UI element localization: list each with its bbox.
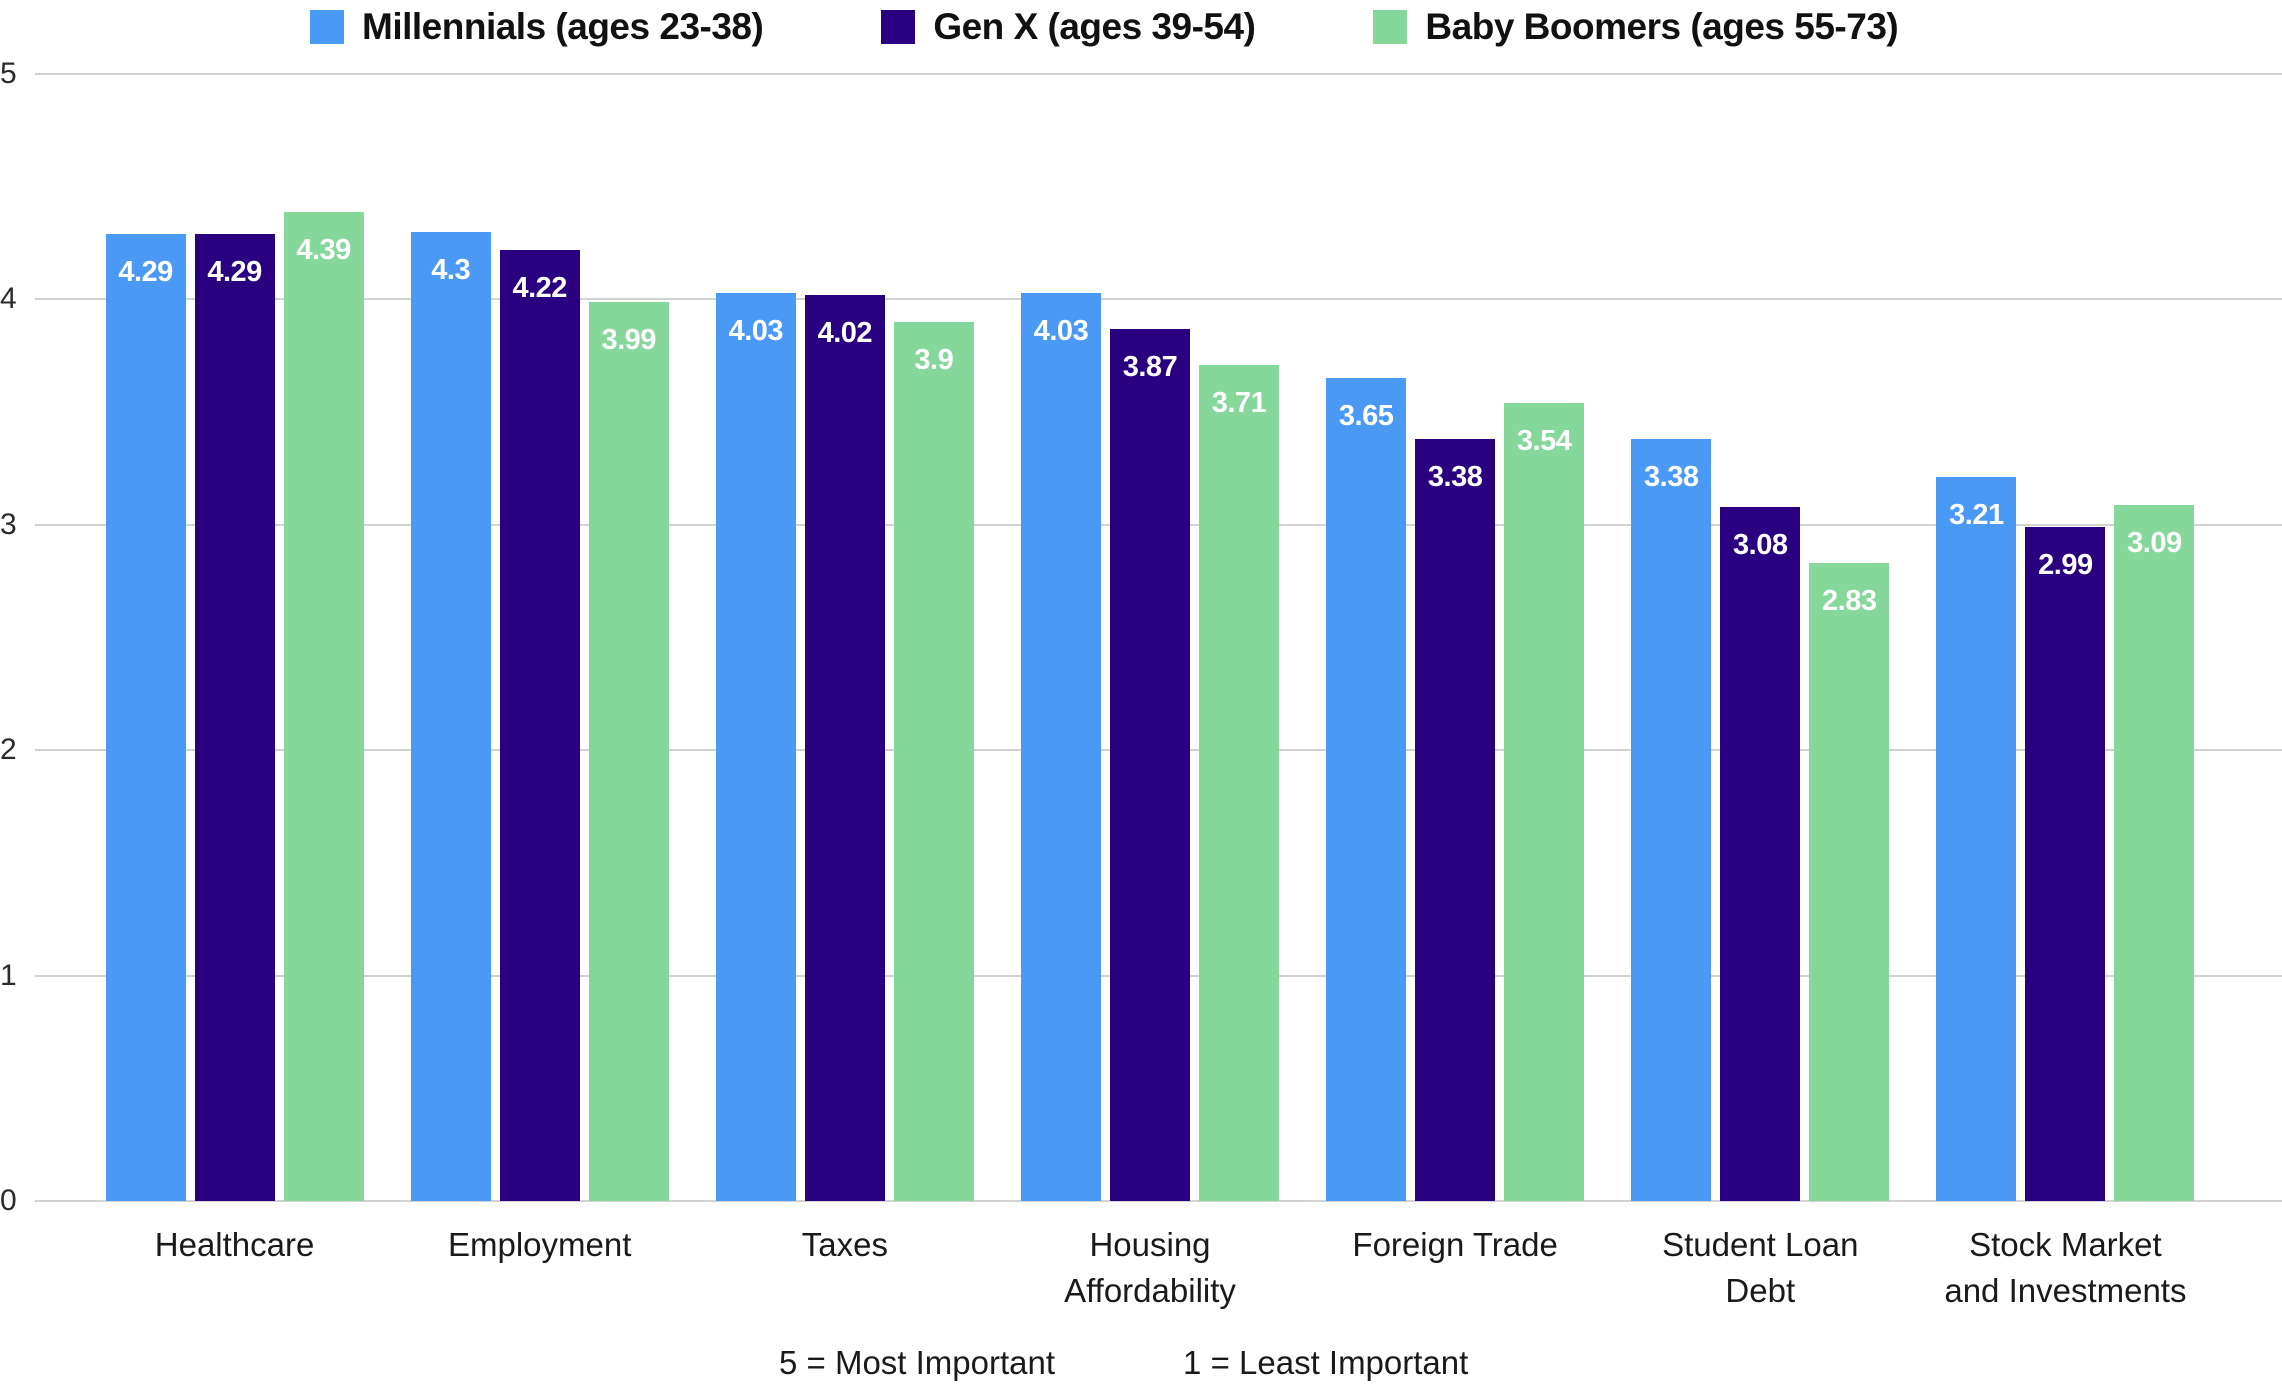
- y-tick-label-4: 4: [0, 282, 17, 316]
- bar-6-series-2: 3.09: [2114, 504, 2195, 1201]
- x-axis-label-line: Healthcare: [154, 1226, 315, 1263]
- x-axis-label-2: Taxes: [692, 1222, 997, 1314]
- gridline-y4: [35, 298, 2282, 301]
- y-tick-label-5: 5: [0, 57, 17, 90]
- bar-value-label: 3.08: [1733, 528, 1788, 561]
- bar-value-label: 3.54: [1516, 425, 1572, 458]
- bar-value-label: 4.03: [1033, 314, 1089, 347]
- gridline-y0: [35, 1200, 2282, 1202]
- bar-value-label: 3.38: [1427, 461, 1483, 494]
- bar-group-0: 4.29 4.29 4.39: [82, 74, 387, 1201]
- legend-label: Millennials (ages 23-38): [362, 6, 764, 47]
- y-tick-label-2: 2: [0, 733, 17, 767]
- bar-1-series-2: 3.99: [588, 301, 669, 1201]
- bar-value-label: 3.65: [1338, 400, 1394, 433]
- legend-swatch-icon: [1373, 10, 1408, 44]
- y-tick-label-0: 0: [0, 1184, 17, 1217]
- bar-5-series-1: 3.08: [1720, 506, 1801, 1201]
- bar-group-1: 4.3 4.22 3.99: [387, 74, 692, 1201]
- x-axis-label-6: Stock Market and Investments: [1913, 1222, 2218, 1314]
- y-tick-label-1: 1: [0, 958, 17, 992]
- bar-4-series-1: 3.38: [1415, 439, 1496, 1201]
- scale-note-0: 5 = Most Important: [779, 1344, 1056, 1381]
- bar-value-label: 4.22: [512, 271, 567, 304]
- bar-value-label: 2.99: [2038, 549, 2093, 582]
- x-axis-label-1: Employment: [387, 1222, 692, 1314]
- legend: Millennials (ages 23-38) Gen X (ages 39-5…: [310, 4, 2282, 50]
- x-axis-label-0: Healthcare: [82, 1222, 387, 1314]
- x-axis-label-line: Employment: [448, 1226, 632, 1263]
- bars-row: 4.29 4.29 4.39 4.3 4.22 3.99 4.03 4.02 3.9 4.03 3.…: [82, 74, 2218, 1201]
- bar-3-series-0: 4.03: [1020, 292, 1101, 1201]
- x-axis-label-line: and Investments: [1944, 1272, 2187, 1309]
- x-axis-label-line: Affordability: [1064, 1272, 1236, 1309]
- bar-value-label: 4.29: [118, 256, 173, 289]
- bar-group-3: 4.03 3.87 3.71: [997, 74, 1302, 1201]
- bar-4-series-0: 3.65: [1326, 378, 1407, 1201]
- x-axis-label-line: Student Loan: [1662, 1226, 1859, 1263]
- x-axis-label-line: Housing: [1089, 1226, 1211, 1263]
- y-tick-label-3: 3: [0, 507, 17, 541]
- x-axis-label-4: Foreign Trade: [1303, 1222, 1608, 1314]
- legend-swatch-icon: [310, 10, 344, 44]
- legend-label: Baby Boomers (ages 55-73): [1425, 6, 1899, 47]
- gridline-y5: [35, 73, 2282, 75]
- bar-2-series-0: 4.03: [715, 292, 796, 1201]
- bar-group-5: 3.38 3.08 2.83: [1608, 74, 1913, 1201]
- footer-notes: 5 = Most Important 1 = Least Important: [779, 1344, 1468, 1382]
- bar-value-label: 3.99: [601, 323, 656, 356]
- x-axis-labels: Healthcare Employment Taxes Housing Affordab…: [82, 1222, 2218, 1314]
- bar-4-series-2: 3.54: [1504, 403, 1585, 1201]
- bar-1-series-0: 4.3: [410, 231, 491, 1201]
- x-axis-label-line: Debt: [1725, 1272, 1796, 1309]
- bar-group-4: 3.65 3.38 3.54: [1303, 74, 1608, 1201]
- bar-value-label: 4.02: [817, 316, 873, 349]
- bar-5-series-2: 2.83: [1809, 563, 1890, 1201]
- x-axis-label-5: Student Loan Debt: [1608, 1222, 1913, 1314]
- scale-note-1: 1 = Least Important: [1183, 1344, 1469, 1381]
- x-axis-label-line: Taxes: [801, 1226, 888, 1263]
- bar-value-label: 3.38: [1644, 461, 1699, 494]
- bar-3-series-1: 3.87: [1109, 328, 1190, 1201]
- bar-2-series-2: 3.9: [893, 321, 974, 1201]
- legend-item-1: Gen X (ages 39-54): [881, 6, 1256, 48]
- plot-area: 0 1 2 3 4 5 4.29 4.29 4.39 4.3 4.22 3.99 4.03 4.02 3.…: [0, 57, 2282, 1217]
- bar-value-label: 3.9: [914, 343, 954, 376]
- bar-5-series-0: 3.38: [1631, 439, 1712, 1201]
- bar-2-series-1: 4.02: [804, 294, 885, 1201]
- bar-0-series-2: 4.39: [283, 211, 364, 1201]
- bar-value-label: 4.03: [728, 314, 784, 347]
- x-axis-label-line: Foreign Trade: [1352, 1226, 1558, 1263]
- bar-3-series-2: 3.71: [1198, 364, 1279, 1201]
- bar-0-series-0: 4.29: [105, 234, 186, 1201]
- x-axis-label-3: Housing Affordability: [997, 1222, 1302, 1314]
- bar-value-label: 2.83: [1822, 585, 1877, 618]
- legend-item-2: Baby Boomers (ages 55-73): [1373, 6, 1899, 48]
- bar-6-series-0: 3.21: [1936, 477, 2017, 1201]
- bar-group-2: 4.03 4.02 3.9: [692, 74, 997, 1201]
- bar-value-label: 4.29: [207, 256, 262, 289]
- bar-group-6: 3.21 2.99 3.09: [1913, 74, 2218, 1201]
- bar-value-label: 3.21: [1949, 499, 2004, 532]
- bar-1-series-1: 4.22: [499, 249, 580, 1201]
- legend-swatch-icon: [881, 10, 916, 44]
- bar-value-label: 4.39: [296, 233, 351, 266]
- legend-item-0: Millennials (ages 23-38): [310, 6, 764, 48]
- bar-6-series-1: 2.99: [2025, 527, 2106, 1201]
- legend-label: Gen X (ages 39-54): [933, 6, 1256, 47]
- bar-value-label: 4.3: [431, 253, 471, 286]
- bar-value-label: 3.87: [1122, 350, 1178, 383]
- bar-0-series-1: 4.29: [194, 234, 275, 1201]
- x-axis-label-line: Stock Market: [1969, 1226, 2162, 1263]
- bar-value-label: 3.09: [2127, 526, 2182, 559]
- bar-value-label: 3.71: [1211, 386, 1267, 419]
